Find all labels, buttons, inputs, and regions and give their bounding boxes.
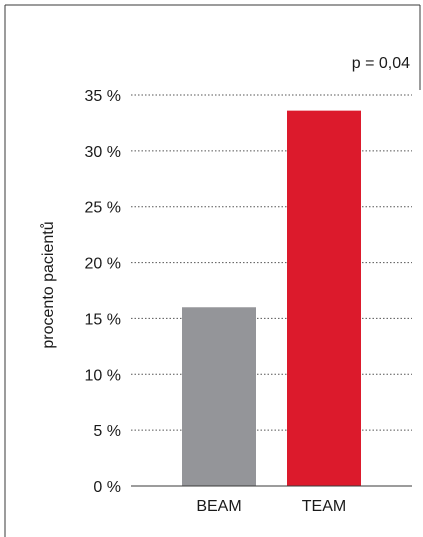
x-category-label: BEAM — [196, 498, 241, 515]
y-tick-label: 5 % — [93, 423, 121, 440]
bar-beam — [182, 307, 256, 486]
y-tick-label: 30 % — [85, 144, 121, 161]
y-tick-label: 0 % — [93, 479, 121, 496]
y-axis-label: procento pacientů — [39, 221, 57, 348]
grid-lines — [131, 94, 412, 431]
y-tick-labels: 0 % 5 % 10 % 15 % 20 % 25 % 30 % 35 % — [85, 88, 121, 496]
y-tick-label: 15 % — [85, 311, 121, 328]
bars — [182, 110, 361, 486]
p-value-annotation: p = 0,04 — [352, 55, 410, 72]
bar-team — [287, 110, 361, 486]
y-tick-label: 20 % — [85, 256, 121, 273]
y-tick-label: 35 % — [85, 88, 121, 105]
x-category-labels: BEAM TEAM — [196, 498, 346, 515]
y-tick-label: 10 % — [85, 367, 121, 384]
x-category-label: TEAM — [302, 498, 346, 515]
y-tick-label: 25 % — [85, 200, 121, 217]
